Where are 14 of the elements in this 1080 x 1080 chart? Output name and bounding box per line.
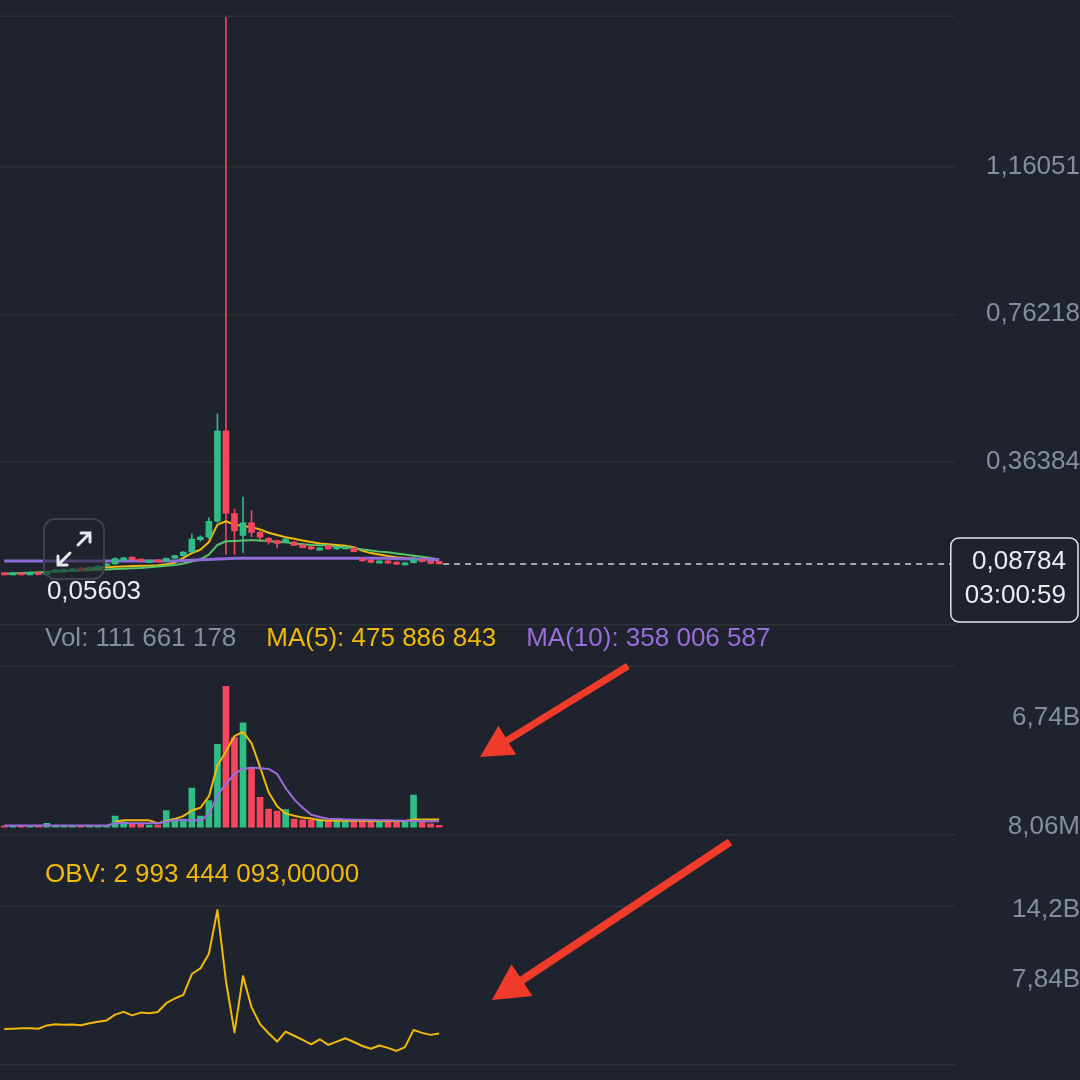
y-tick-label: 1,16051 bbox=[986, 149, 1080, 180]
y-tick-label: 0,36384 bbox=[986, 444, 1080, 475]
series-label: OBV: 2 993 444 093,00000 bbox=[45, 858, 360, 888]
text: MA(5): 475 886 843 bbox=[266, 622, 497, 652]
ref-line-label: 0,08784 bbox=[972, 545, 1066, 576]
y-tick-label: 8,06M bbox=[1007, 810, 1080, 841]
y-tick-label: 0,76218 bbox=[986, 297, 1080, 328]
annotation: 0,05603 bbox=[46, 574, 141, 605]
y-tick-label: 14,2B bbox=[1012, 893, 1080, 924]
text: 03:00:59 bbox=[964, 579, 1066, 610]
y-tick-label: 7,84B bbox=[1012, 963, 1080, 994]
text: MA(10): 358 006 587 bbox=[526, 622, 771, 652]
y-tick-label: 6,74B bbox=[1012, 701, 1080, 732]
series-label: Vol: 111 661 178 bbox=[45, 622, 237, 652]
